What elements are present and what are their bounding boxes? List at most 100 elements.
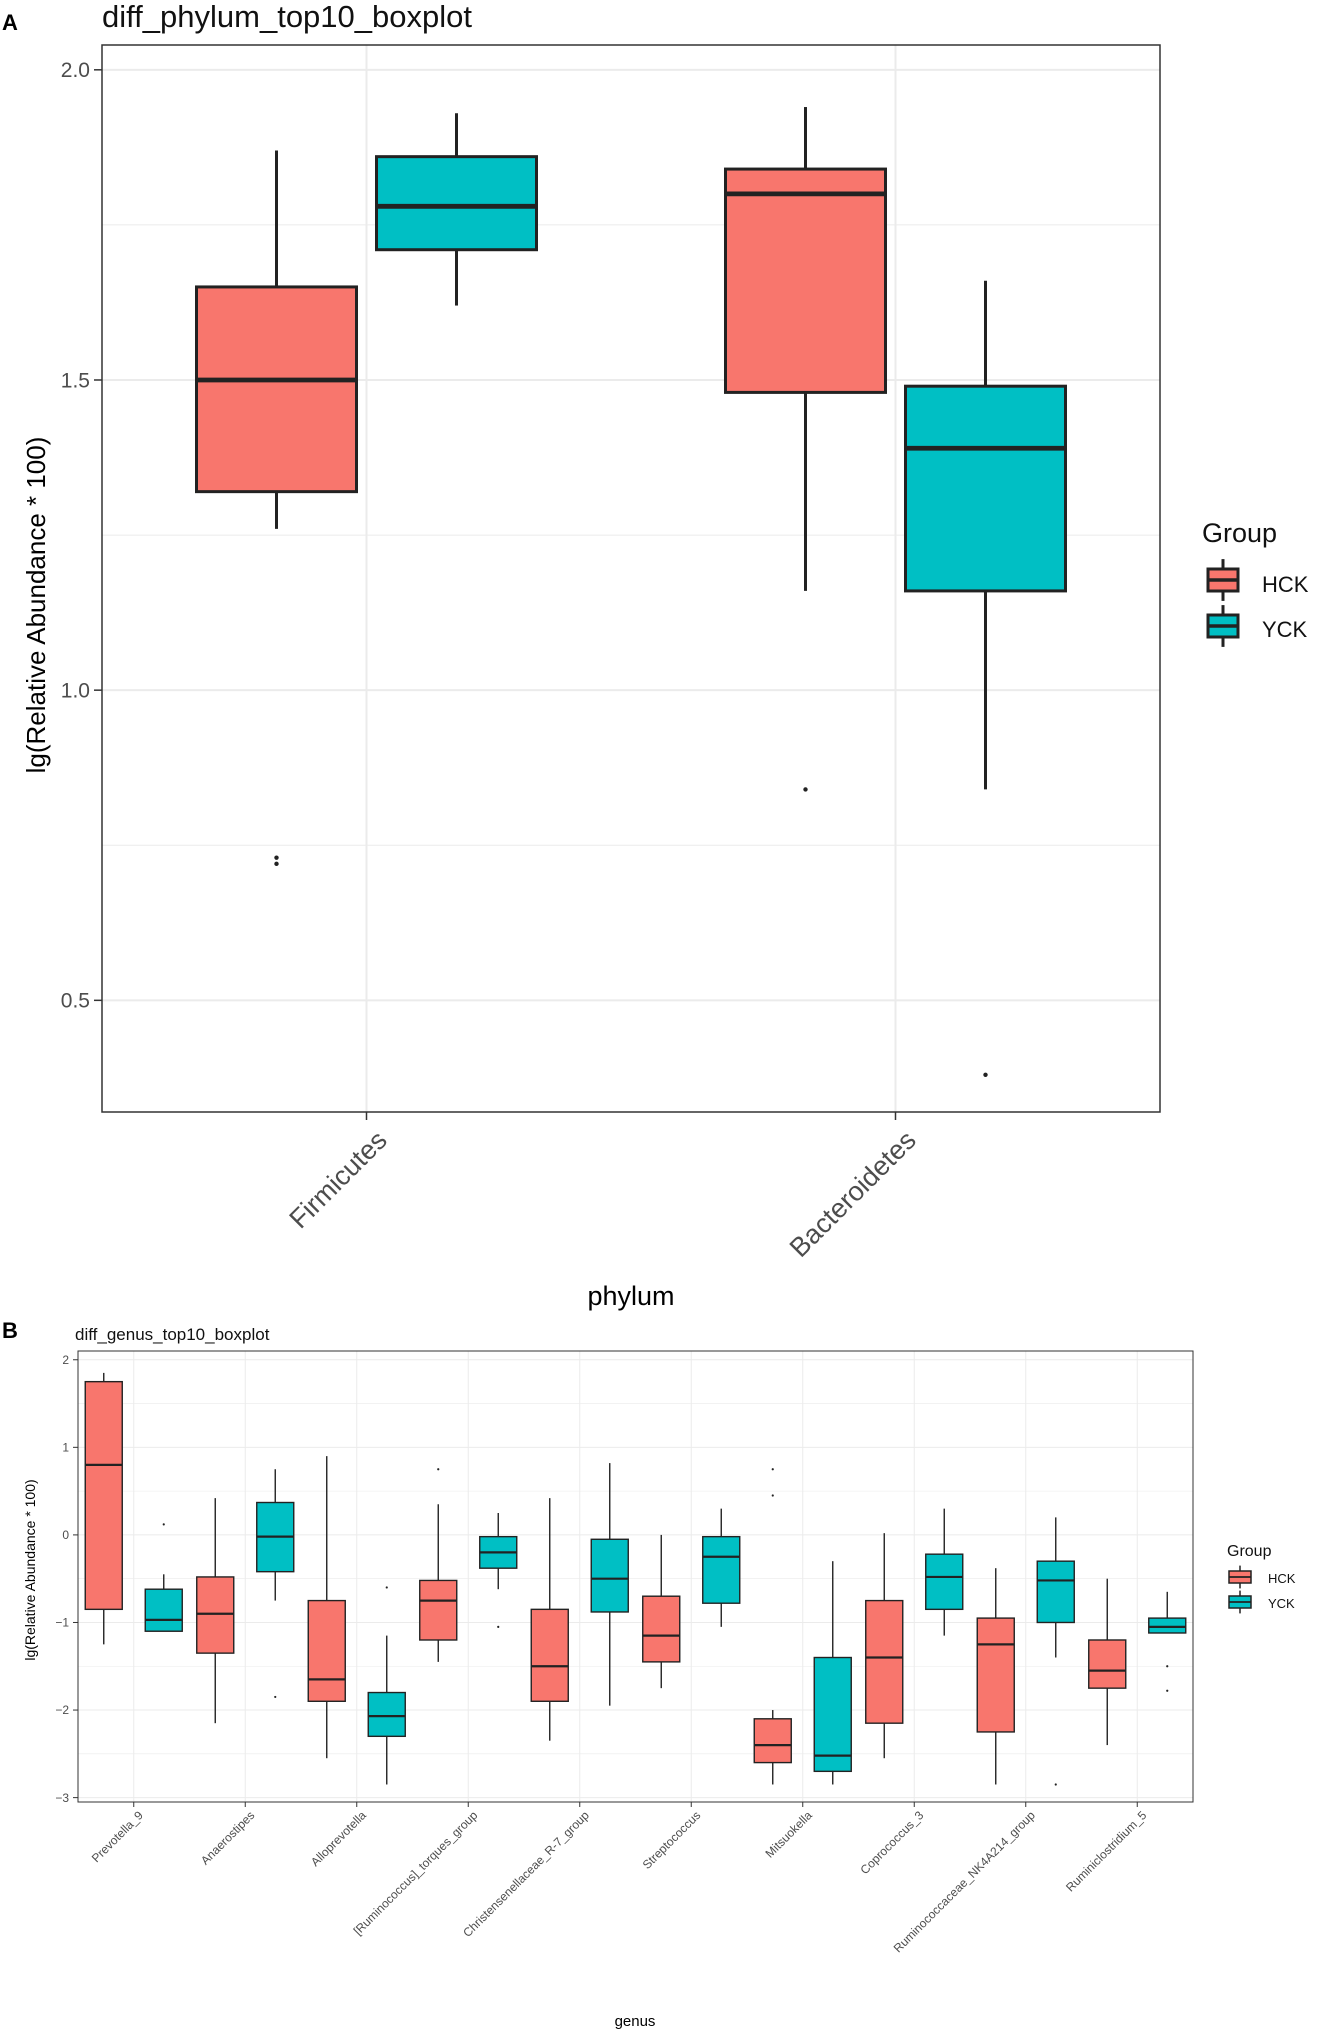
outlier-point: [983, 1072, 988, 1077]
panel-a-y-axis-label: lg(Relative Abundance * 100): [21, 437, 51, 774]
panel-a-title: diff_phylum_top10_boxplot: [102, 0, 472, 34]
iqr-box: [419, 1579, 458, 1641]
boxplot-hck-ruminococcaceae-nk4a214-group: [976, 1568, 1015, 1785]
x-tick-label: Mitsuokella: [763, 1808, 816, 1861]
iqr-box: [1036, 1560, 1075, 1624]
panel-a-x-axis-label: phylum: [587, 1281, 674, 1311]
boxplot-yck-firmicutes: [375, 113, 538, 306]
y-tick-label: 1: [62, 1441, 69, 1455]
y-tick-label: −2: [55, 1703, 69, 1717]
panel-a-letter: A: [2, 10, 18, 35]
boxplot-yck-bacteroidetes: [904, 280, 1067, 1077]
x-tick-label: [Ruminococcus]_torques_group: [351, 1808, 481, 1938]
outlier-point: [1054, 1783, 1057, 1786]
panel-a-x-ticks: Firmicutes Bacteroidetes: [283, 1112, 922, 1263]
legend-key-yck: [1206, 605, 1240, 647]
panel-a-legend-keys: [1206, 559, 1240, 647]
panel-b-plot-border: [77, 1350, 1194, 1803]
iqr-box: [976, 1617, 1015, 1733]
boxplot-yck--ruminococcus-torques-group: [479, 1513, 518, 1628]
legend-label-hck: HCK: [1268, 1571, 1296, 1586]
x-tick-label: Bacteroidetes: [784, 1125, 922, 1263]
boxplot-yck-ruminococcaceae-nk4a214-group: [1036, 1517, 1075, 1786]
boxplot-hck-coprococcus-3: [865, 1533, 904, 1759]
outlier-point: [437, 1468, 440, 1471]
panel-b-boxes: [84, 1372, 1187, 1786]
boxplot-hck--ruminococcus-torques-group: [419, 1468, 458, 1662]
x-tick-label: Anaerostipes: [198, 1808, 257, 1867]
boxplot-hck-ruminiclostridium-5: [1088, 1578, 1127, 1746]
iqr-box: [865, 1599, 904, 1724]
iqr-box: [642, 1595, 681, 1663]
panel-a-legend: Group HCK YCK: [1202, 518, 1309, 647]
y-tick-label: 2.0: [61, 59, 90, 82]
x-tick-label: Coprococcus_3: [858, 1808, 927, 1877]
panel-b-title: diff_genus_top10_boxplot: [75, 1325, 270, 1344]
panel-b-legend: Group HCK YCK: [1227, 1543, 1296, 1614]
iqr-box: [753, 1718, 792, 1764]
iqr-box: [590, 1538, 629, 1613]
y-tick-label: 1.5: [61, 369, 90, 392]
iqr-box: [84, 1380, 123, 1611]
outlier-point: [162, 1523, 165, 1526]
panel-b-x-ticks: Prevotella_9 Anaerostipes Alloprevotella[R…: [89, 1802, 1150, 1955]
legend-key-yck: [1228, 1590, 1252, 1614]
outlier-point: [803, 787, 808, 792]
legend-key-hck: [1206, 559, 1240, 601]
y-tick-label: −3: [55, 1791, 69, 1805]
panel-b-legend-title: Group: [1227, 1543, 1272, 1560]
x-tick-label: Ruminiclostridium_5: [1063, 1808, 1150, 1895]
panel-b-letter: B: [2, 1318, 18, 1343]
panel-a-boxes: [195, 107, 1067, 1077]
iqr-box: [367, 1691, 406, 1738]
outlier-point: [274, 1695, 277, 1699]
outlier-point: [1166, 1689, 1169, 1692]
panel-b-y-axis-label: lg(Relative Abundance * 100): [22, 1479, 38, 1660]
x-tick-label: Firmicutes: [283, 1125, 392, 1234]
legend-key-hck: [1228, 1565, 1252, 1589]
panel-b: B diff_genus_top10_boxplot −3 −2 −1 0 1 2 Pre…: [2, 1318, 1296, 2030]
panel-a-legend-title: Group: [1202, 518, 1277, 548]
outlier-point: [1166, 1665, 1169, 1668]
outlier-point: [497, 1625, 500, 1628]
iqr-box: [530, 1608, 569, 1702]
outlier-point: [274, 861, 279, 867]
y-tick-label: 0.5: [61, 990, 90, 1013]
boxplot-yck-christensenellaceae-r-7-group: [590, 1463, 629, 1706]
boxplot-yck-streptococcus: [702, 1508, 741, 1627]
iqr-box: [702, 1535, 741, 1604]
boxplot-hck-mitsuokella: [753, 1468, 792, 1785]
boxplot-yck-prevotella-9: [144, 1523, 183, 1632]
y-tick-label: 2: [62, 1353, 69, 1367]
y-tick-label: −1: [55, 1616, 69, 1630]
legend-label-yck: YCK: [1268, 1596, 1295, 1611]
panel-a-plot-border: [101, 44, 1161, 1113]
y-tick-label: 0: [62, 1528, 69, 1542]
iqr-box: [307, 1599, 346, 1702]
iqr-box: [195, 285, 358, 494]
boxplot-hck-alloprevotella: [307, 1456, 346, 1759]
panel-b-x-axis-label: genus: [615, 2013, 656, 2030]
x-tick-label: Alloprevotella: [308, 1808, 369, 1869]
x-tick-label: Christensenellaceae_R-7_group: [460, 1808, 592, 1940]
boxplot-hck-firmicutes: [195, 150, 358, 867]
outlier-point: [771, 1494, 774, 1497]
outlier-point: [274, 855, 279, 860]
boxplot-hck-anaerostipes: [196, 1498, 235, 1724]
iqr-box: [1088, 1639, 1127, 1689]
legend-label-yck: YCK: [1262, 617, 1308, 642]
x-tick-label: Streptococcus: [640, 1808, 704, 1872]
panel-a-y-ticks: 0.5 1.0 1.5 2.0: [61, 59, 102, 1013]
boxplot-yck-ruminiclostridium-5: [1148, 1591, 1187, 1692]
boxplot-yck-coprococcus-3: [925, 1508, 964, 1636]
boxplot-yck-alloprevotella: [367, 1586, 406, 1785]
y-tick-label: 1.0: [61, 680, 90, 703]
iqr-box: [925, 1553, 964, 1611]
legend-label-hck: HCK: [1262, 572, 1309, 597]
boxplot-hck-christensenellaceae-r-7-group: [530, 1498, 569, 1741]
boxplot-hck-streptococcus: [642, 1534, 681, 1689]
panel-a: A diff_phylum_top10_boxplot 0.5 1.0 1.5 2.0…: [2, 0, 1309, 1311]
boxplot-hck-prevotella-9: [84, 1372, 123, 1645]
boxplot-hck-bacteroidetes: [724, 107, 887, 792]
